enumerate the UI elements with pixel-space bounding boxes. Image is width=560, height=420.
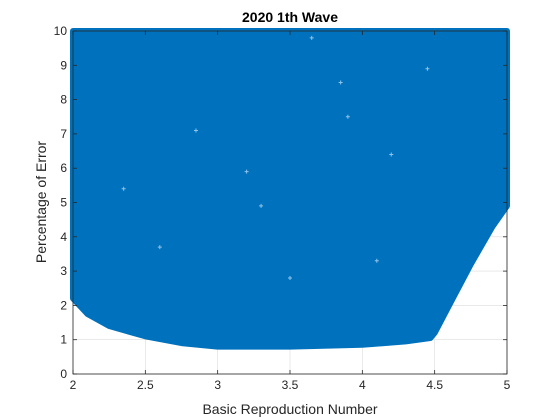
chart-title: 2020 1th Wave xyxy=(242,9,338,25)
y-tick-label: 7 xyxy=(60,127,67,141)
sparse-point-8 xyxy=(244,169,249,174)
y-tick-label: 8 xyxy=(60,93,67,107)
sparse-point-5 xyxy=(259,203,264,208)
sparse-point-1 xyxy=(338,80,343,85)
sparse-point-4 xyxy=(121,186,126,191)
sparse-point-7 xyxy=(374,258,379,263)
y-tick-label: 5 xyxy=(60,196,67,210)
sparse-point-0 xyxy=(309,35,314,40)
data-layer xyxy=(70,28,510,350)
sparse-point-10 xyxy=(425,66,430,71)
y-tick-label: 1 xyxy=(60,333,67,347)
x-tick-label: 4 xyxy=(359,378,366,392)
sparse-point-2 xyxy=(345,114,350,119)
x-axis-label: Basic Reproduction Number xyxy=(202,401,377,417)
y-tick-label: 0 xyxy=(60,367,67,381)
sparse-point-6 xyxy=(193,128,198,133)
y-tick-label: 10 xyxy=(54,24,68,38)
y-tick-label: 6 xyxy=(60,161,67,175)
y-tick-label: 3 xyxy=(60,264,67,278)
x-tick-label: 2.5 xyxy=(137,378,154,392)
y-tick-label: 4 xyxy=(60,230,67,244)
sparse-point-11 xyxy=(288,275,292,280)
y-tick-label: 2 xyxy=(60,298,67,312)
x-tick-label: 5 xyxy=(504,378,511,392)
x-tick-label: 2 xyxy=(70,378,77,392)
y-tick-label: 9 xyxy=(60,58,67,72)
scatter-point-cloud xyxy=(70,28,510,350)
x-tick-label: 3 xyxy=(214,378,221,392)
x-tick-label: 3.5 xyxy=(282,378,299,392)
sparse-point-3 xyxy=(389,152,394,157)
y-axis-label: Percentage of Error xyxy=(33,141,49,264)
x-tick-label: 4.5 xyxy=(426,378,443,392)
ticks: 2 2.5 3 3.5 4 4.5 5 0 1 2 3 4 5 6 7 8 9 10 xyxy=(54,24,511,392)
sparse-point-9 xyxy=(157,245,162,250)
